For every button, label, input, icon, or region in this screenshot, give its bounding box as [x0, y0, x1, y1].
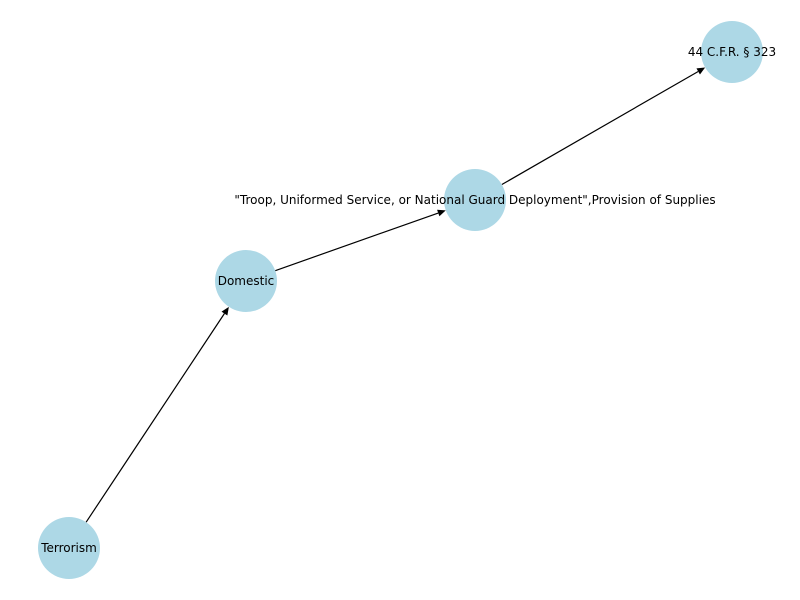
edges-layer [85, 67, 706, 523]
arrowhead-domestic-to-deployment [437, 209, 446, 217]
nodes-layer [38, 21, 763, 579]
node-terrorism [38, 517, 100, 579]
edge-deployment-to-cfr [501, 70, 699, 186]
node-label-deployment: "Troop, Uniformed Service, or National G… [234, 193, 715, 207]
edge-domestic-to-deployment [275, 212, 439, 272]
node-label-terrorism: Terrorism [40, 541, 97, 555]
node-label-domestic: Domestic [218, 274, 275, 288]
labels-layer: Terrorism Domestic "Troop, Uniformed Servi… [40, 45, 776, 555]
edge-terrorism-to-domestic [85, 313, 225, 523]
node-domestic [215, 250, 277, 312]
arrowhead-terrorism-to-domestic [221, 306, 229, 316]
arrowhead-deployment-to-cfr [696, 67, 706, 75]
node-cfr [701, 21, 763, 83]
node-label-cfr: 44 C.F.R. § 323 [688, 45, 776, 59]
node-deployment [444, 169, 506, 231]
